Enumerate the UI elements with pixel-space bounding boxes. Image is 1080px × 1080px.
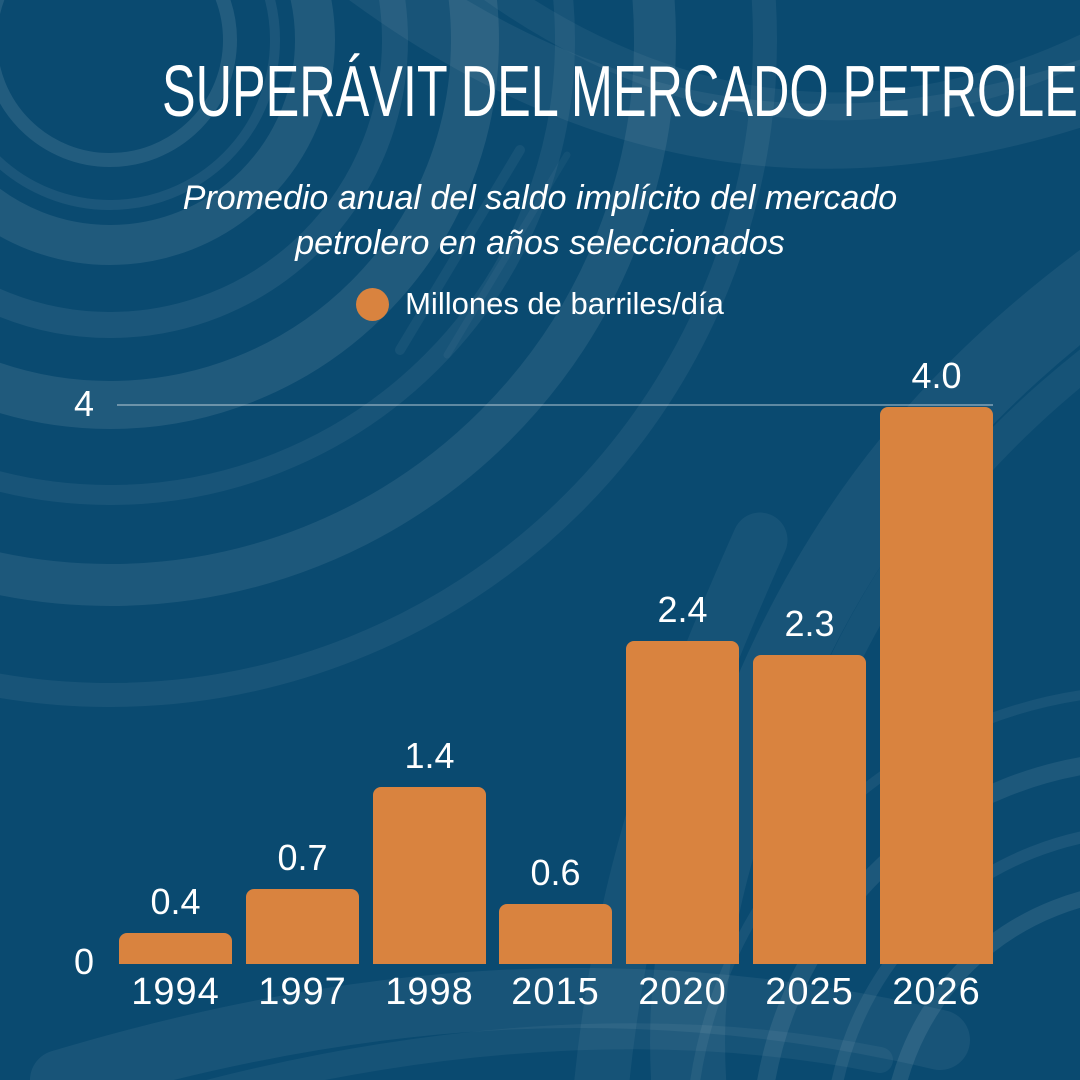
bar-value-label-2020: 2.4	[657, 589, 708, 630]
bar-group-1994: 0.4 1994	[119, 0, 232, 1080]
bar-value-label-2026: 4.0	[911, 355, 962, 396]
bar-group-1997: 0.7 1997	[246, 0, 359, 1080]
legend: Millones de barriles/día	[0, 286, 1080, 322]
chart-subtitle: Promedio anual del saldo implícito del m…	[0, 176, 1080, 266]
x-axis-label-2026: 2026	[892, 971, 981, 1013]
legend-dot	[356, 287, 390, 321]
bar-value-label-2025: 2.3	[784, 603, 835, 644]
bar-2026	[880, 407, 993, 964]
bar-2025	[753, 655, 866, 964]
chart-subtitle-line-1: Promedio anual del saldo implícito del m…	[182, 179, 898, 217]
chart-subtitle-line-2: petrolero en años seleccionados	[295, 224, 785, 262]
bar-group-2026: 4.0 2026	[880, 0, 993, 1080]
x-axis-label-2025: 2025	[765, 971, 854, 1013]
bar-group-2025: 2.3 2025	[753, 0, 866, 1080]
bar-group-2015: 0.6 2015	[499, 0, 612, 1080]
legend-label: Millones de barriles/día	[405, 286, 724, 321]
bar-2020	[626, 641, 739, 964]
x-axis-label-1998: 1998	[385, 971, 474, 1013]
bar-group-1998: 1.4 1998	[373, 0, 486, 1080]
bar-1997	[246, 889, 359, 964]
bar-group-2020: 2.4 2020	[626, 0, 739, 1080]
bar-1994	[119, 933, 232, 964]
bar-2015	[499, 904, 612, 964]
gridline-y4	[117, 404, 993, 406]
x-axis-label-2020: 2020	[638, 971, 727, 1013]
bar-value-label-1994: 0.4	[150, 881, 201, 922]
y-axis-tick-4: 4	[73, 383, 95, 424]
x-axis-label-2015: 2015	[511, 971, 600, 1013]
bar-1998	[373, 787, 486, 964]
bar-value-label-1998: 1.4	[404, 735, 455, 776]
bar-value-label-1997: 0.7	[277, 837, 328, 878]
y-axis-tick-0: 0	[73, 941, 95, 982]
bar-value-label-2015: 0.6	[530, 852, 581, 893]
x-axis-label-1994: 1994	[131, 971, 220, 1013]
x-axis-label-1997: 1997	[258, 971, 347, 1013]
